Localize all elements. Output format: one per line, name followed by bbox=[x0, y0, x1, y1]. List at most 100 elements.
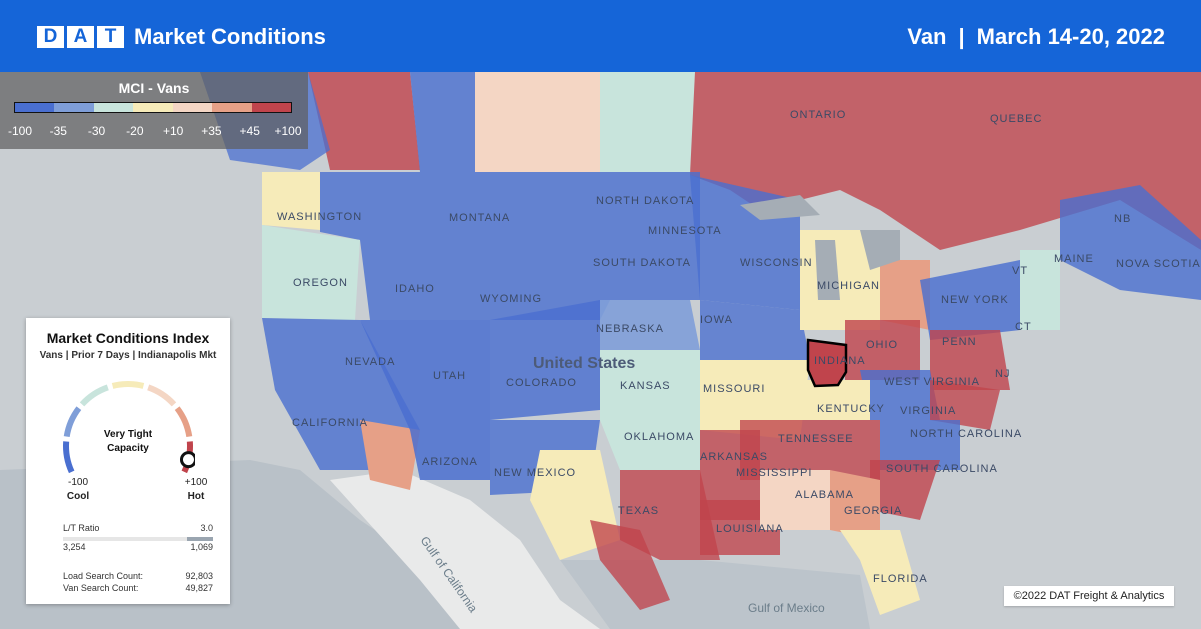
label-california: CALIFORNIA bbox=[292, 417, 368, 429]
label-south-dakota: SOUTH DAKOTA bbox=[593, 257, 691, 269]
label-new-mexico: NEW MEXICO bbox=[494, 467, 576, 479]
load-count: 3,254 bbox=[63, 542, 86, 552]
scale-color-bar bbox=[14, 102, 292, 113]
region-florida bbox=[840, 530, 920, 615]
label-nj: NJ bbox=[995, 368, 1010, 380]
label-iowa: IOWA bbox=[700, 314, 733, 326]
region-penn bbox=[930, 330, 1010, 390]
label-texas: TEXAS bbox=[618, 505, 659, 517]
mci-info-panel: Market Conditions Index Vans | Prior 7 D… bbox=[26, 318, 230, 604]
scale-tick-7: +100 bbox=[274, 124, 302, 138]
gauge-max-label: Hot bbox=[187, 491, 205, 502]
label-west-virginia: WEST VIRGINIA bbox=[884, 376, 980, 388]
label-ct: CT bbox=[1015, 321, 1032, 333]
label-south-carolina: SOUTH CAROLINA bbox=[886, 463, 998, 475]
region-oklahoma bbox=[600, 420, 700, 470]
label-penn: PENN bbox=[942, 336, 977, 348]
label-nova-scotia: NOVA SCOTIA bbox=[1116, 258, 1201, 270]
region-maritimes bbox=[1060, 185, 1201, 300]
van-search-row: Van Search Count: 49,827 bbox=[63, 583, 213, 593]
lt-ratio-bar-fill bbox=[187, 537, 213, 541]
label-arizona: ARIZONA bbox=[422, 456, 478, 468]
label-ontario: ONTARIO bbox=[790, 109, 846, 121]
scale-band-3 bbox=[133, 103, 173, 112]
label-united-states: United States bbox=[533, 355, 635, 372]
label-ohio: OHIO bbox=[866, 339, 898, 351]
mci-scale-legend: MCI - Vans -100 -35 -30 -20 +10 +35 +45 +100 bbox=[0, 72, 308, 149]
gauge-arc-segments bbox=[63, 381, 193, 474]
scale-band-2 bbox=[93, 103, 134, 112]
market-map[interactable]: ONTARIO QUEBEC NB NOVA SCOTIA WASHINGTON… bbox=[0, 72, 1201, 629]
lt-ratio-value: 3.0 bbox=[200, 523, 213, 533]
region-montana-dakotas bbox=[460, 172, 700, 320]
map-svg[interactable]: ONTARIO QUEBEC NB NOVA SCOTIA WASHINGTON… bbox=[0, 72, 1201, 629]
region-utah-arizona bbox=[360, 320, 490, 480]
gauge-segment-3 bbox=[111, 381, 145, 389]
region-nebraska bbox=[600, 300, 700, 350]
region-kentucky bbox=[800, 380, 870, 420]
label-kansas: KANSAS bbox=[620, 380, 671, 392]
label-michigan: MICHIGAN bbox=[817, 280, 880, 292]
region-iowa-illinois bbox=[700, 300, 810, 360]
scale-ticks: -100 -35 -30 -20 +10 +35 +45 +100 bbox=[0, 124, 308, 140]
gauge-min-label: Cool bbox=[66, 491, 90, 502]
label-louisiana: LOUISIANA bbox=[716, 523, 784, 535]
region-new-england bbox=[1020, 250, 1060, 330]
scale-tick-4: +10 bbox=[162, 124, 184, 138]
capacity-status: Very Tight Capacity bbox=[96, 428, 160, 456]
label-vt: VT bbox=[1012, 265, 1028, 277]
label-oregon: OREGON bbox=[293, 277, 348, 289]
scale-tick-2: -30 bbox=[87, 124, 106, 138]
region-kansas bbox=[600, 350, 700, 420]
label-gulf-of-mexico: Gulf of Mexico bbox=[748, 601, 825, 615]
region-west-virginia bbox=[860, 370, 940, 420]
region-manitoba bbox=[600, 72, 695, 172]
scale-tick-1: -35 bbox=[49, 124, 67, 138]
logo-letter-t: T bbox=[97, 26, 124, 48]
mexico-land bbox=[330, 470, 600, 629]
lake-huron bbox=[860, 230, 900, 270]
label-north-carolina: NORTH CAROLINA bbox=[910, 428, 1022, 440]
equipment-type: Van bbox=[907, 24, 947, 49]
label-nebraska: NEBRASKA bbox=[596, 323, 664, 335]
gauge-segment-1 bbox=[63, 406, 82, 438]
header-bar: D A T Market Conditions Van | March 14-2… bbox=[0, 0, 1201, 72]
label-missouri: MISSOURI bbox=[703, 383, 765, 395]
panel-title: Market Conditions Index bbox=[46, 330, 210, 346]
region-michigan-east bbox=[880, 260, 930, 330]
gauge-indicator bbox=[179, 451, 195, 469]
load-search-row: Load Search Count: 92,803 bbox=[63, 571, 213, 581]
scale-band-0 bbox=[15, 103, 55, 112]
label-florida: FLORIDA bbox=[873, 573, 928, 585]
gauge-segment-4 bbox=[147, 384, 177, 407]
truck-count: 1,069 bbox=[190, 542, 213, 552]
lake-superior bbox=[740, 195, 820, 220]
gauge-max-value: +100 bbox=[184, 477, 208, 488]
gauge-segment-0 bbox=[63, 441, 75, 474]
selected-market-indiana[interactable] bbox=[806, 338, 848, 388]
region-ohio bbox=[845, 320, 920, 380]
label-indiana: INDIANA bbox=[814, 355, 866, 367]
region-south-texas bbox=[590, 520, 670, 610]
lake-michigan bbox=[815, 240, 840, 300]
label-oklahoma: OKLAHOMA bbox=[624, 431, 694, 443]
region-idaho-wa bbox=[320, 172, 460, 320]
label-quebec: QUEBEC bbox=[990, 113, 1042, 125]
label-virginia: VIRGINIA bbox=[900, 405, 956, 417]
scale-tick-3: -20 bbox=[126, 124, 144, 138]
label-georgia: GEORGIA bbox=[844, 505, 902, 517]
label-wisconsin: WISCONSIN bbox=[740, 257, 813, 269]
gauge-segment-5 bbox=[174, 406, 193, 438]
copyright-notice: ©2022 DAT Freight & Analytics bbox=[1004, 586, 1174, 606]
region-oregon bbox=[262, 225, 360, 320]
label-alabama: ALABAMA bbox=[795, 489, 854, 501]
label-utah: UTAH bbox=[433, 370, 466, 382]
load-search-label: Load Search Count: bbox=[63, 571, 144, 581]
region-georgia bbox=[830, 470, 880, 540]
region-socal bbox=[360, 420, 420, 490]
label-mississippi: MISSISSIPPI bbox=[736, 467, 812, 479]
label-arkansas: ARKANSAS bbox=[700, 451, 768, 463]
van-search-label: Van Search Count: bbox=[63, 583, 139, 593]
lt-ratio-label: L/T Ratio bbox=[63, 523, 100, 533]
van-search-value: 49,827 bbox=[185, 583, 213, 593]
